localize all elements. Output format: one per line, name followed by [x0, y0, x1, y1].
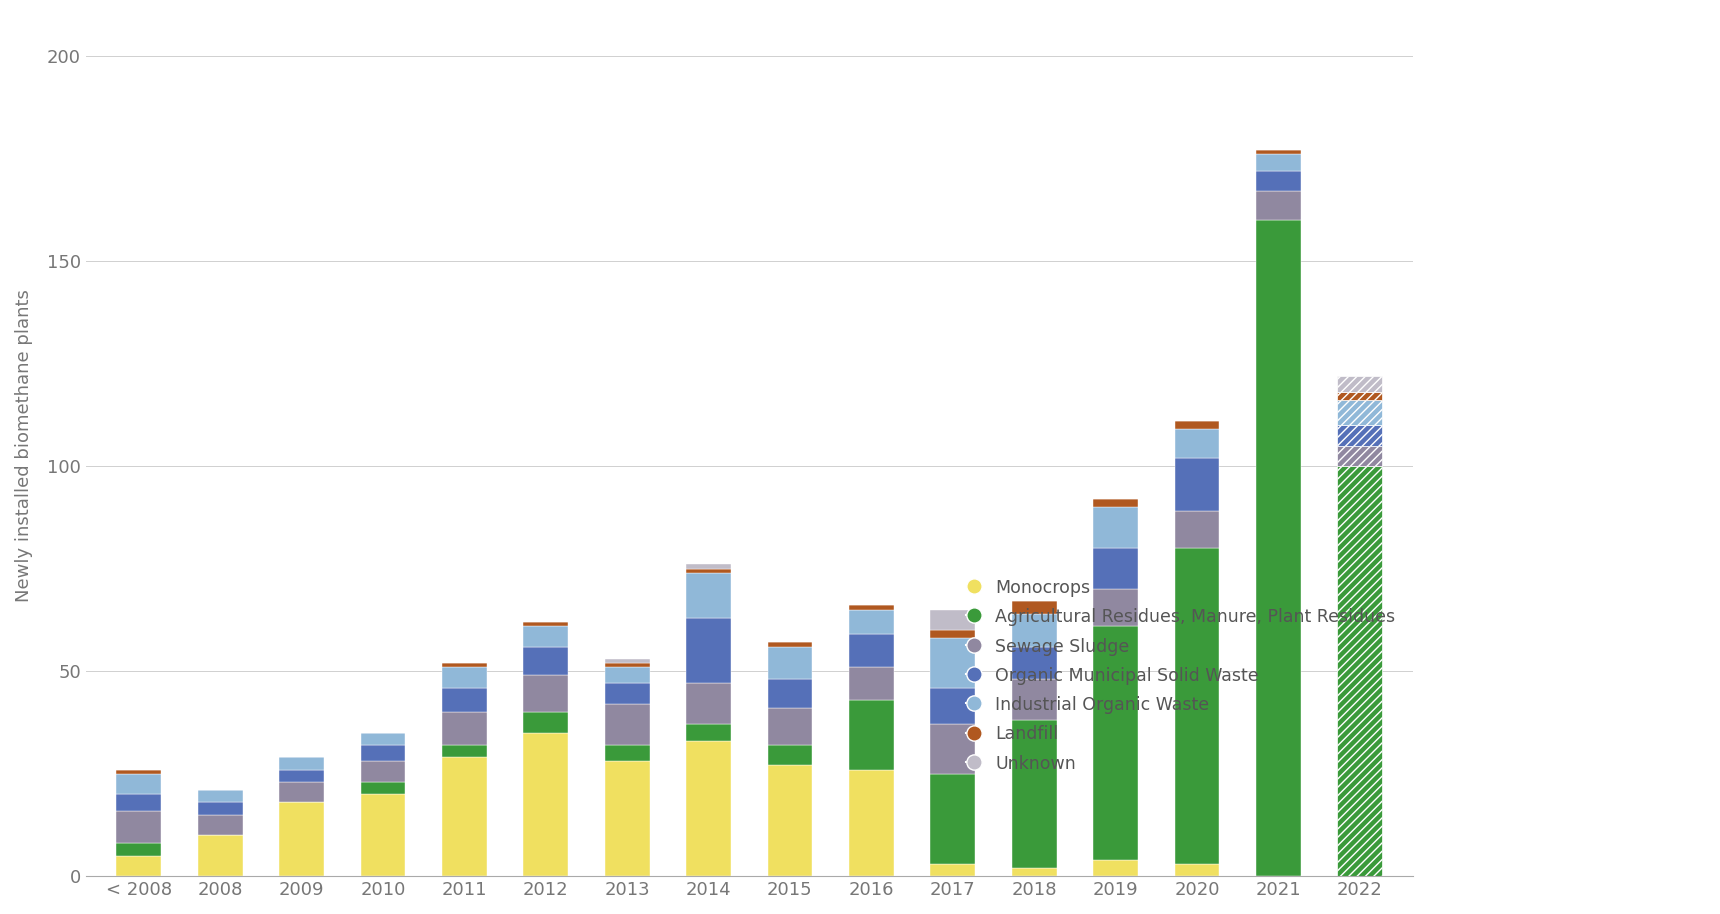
Bar [686, 741, 731, 877]
Bar [605, 659, 650, 663]
Bar [686, 569, 731, 573]
Bar [1256, 150, 1300, 154]
Bar [117, 770, 162, 773]
Bar [1338, 466, 1383, 877]
Bar [1175, 511, 1219, 548]
Bar [1011, 613, 1056, 646]
Bar [442, 712, 487, 745]
Bar [767, 765, 812, 877]
Bar [279, 802, 323, 877]
Bar [605, 684, 650, 704]
Bar [686, 565, 731, 569]
Bar [767, 708, 812, 745]
Bar [361, 761, 406, 781]
Bar [1011, 868, 1056, 877]
Bar [1175, 458, 1219, 511]
Bar [1094, 590, 1139, 626]
Bar [279, 757, 323, 770]
Bar [1175, 421, 1219, 430]
Bar [605, 667, 650, 684]
Bar [1011, 679, 1056, 720]
Bar [1175, 430, 1219, 458]
Bar [361, 745, 406, 761]
Bar [361, 733, 406, 745]
Bar [850, 634, 894, 667]
Bar [523, 646, 568, 675]
Bar [1094, 548, 1139, 590]
Bar [931, 773, 975, 864]
Bar [442, 687, 487, 712]
Bar [198, 790, 243, 802]
Bar [198, 835, 243, 877]
Bar [1256, 171, 1300, 191]
Bar [686, 684, 731, 725]
Bar [117, 856, 162, 877]
Bar [1338, 400, 1383, 425]
Bar [931, 864, 975, 877]
Bar [442, 757, 487, 877]
Bar [1338, 376, 1383, 392]
Bar [767, 679, 812, 708]
Bar [361, 781, 406, 794]
Bar [523, 622, 568, 626]
Bar [605, 745, 650, 761]
Bar [1094, 626, 1139, 860]
Bar [1011, 601, 1056, 613]
Bar [361, 794, 406, 877]
Bar [442, 663, 487, 667]
Bar [931, 725, 975, 773]
Bar [1011, 720, 1056, 868]
Bar [523, 626, 568, 646]
Bar [850, 667, 894, 700]
Bar [605, 761, 650, 877]
Bar [1175, 548, 1219, 864]
Bar [605, 663, 650, 667]
Bar [850, 605, 894, 610]
Bar [117, 811, 162, 844]
Bar [686, 618, 731, 684]
Bar [1256, 191, 1300, 220]
Bar [767, 643, 812, 646]
Bar [279, 781, 323, 802]
Bar [1338, 392, 1383, 400]
Bar [1338, 445, 1383, 466]
Bar [686, 573, 731, 618]
Bar [1094, 499, 1139, 507]
Bar [605, 704, 650, 745]
Bar [279, 770, 323, 781]
Bar [767, 745, 812, 765]
Bar [198, 814, 243, 835]
Bar [931, 630, 975, 638]
Bar [117, 794, 162, 811]
Bar [523, 675, 568, 712]
Bar [850, 610, 894, 634]
Bar [1338, 425, 1383, 445]
Bar [931, 638, 975, 687]
Bar [117, 844, 162, 856]
Bar [117, 773, 162, 794]
Bar [523, 733, 568, 877]
Bar [850, 700, 894, 770]
Bar [850, 770, 894, 877]
Legend: Monocrops, Agricultural Residues, Manure, Plant Residues, Sewage Sludge, Organic: Monocrops, Agricultural Residues, Manure… [956, 570, 1404, 781]
Bar [686, 725, 731, 741]
Bar [442, 745, 487, 757]
Bar [442, 667, 487, 687]
Bar [523, 712, 568, 733]
Bar [198, 802, 243, 814]
Bar [1094, 860, 1139, 877]
Bar [931, 687, 975, 725]
Bar [931, 610, 975, 630]
Bar [1094, 507, 1139, 548]
Bar [767, 646, 812, 679]
Bar [1011, 646, 1056, 679]
Bar [1175, 864, 1219, 877]
Bar [1256, 154, 1300, 171]
Bar [1256, 220, 1300, 877]
Y-axis label: Newly installed biomethane plants: Newly installed biomethane plants [15, 289, 33, 602]
